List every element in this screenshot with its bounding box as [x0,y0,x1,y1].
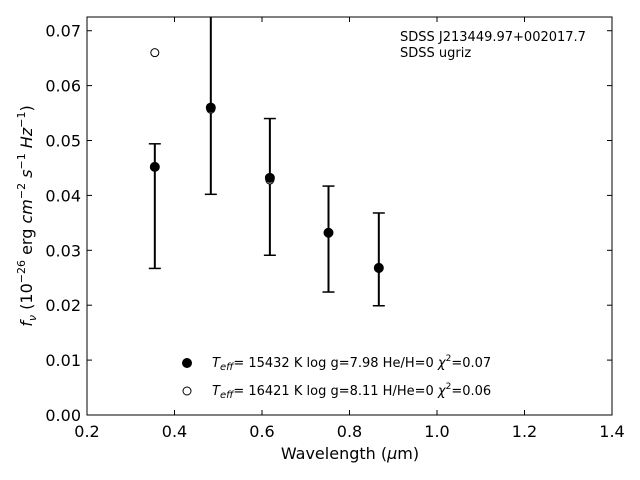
open-circle-point [150,48,160,58]
annotation: SDSS J213449.97+002017.7 SDSS ugriz [400,30,586,61]
x-tick-label: 0.6 [249,422,274,441]
y-tick-label: 0.03 [45,241,81,260]
filled-circle-point [323,227,334,238]
y-axis-label: fν (10−26 erg cm−2 s−1 Hz−1) [15,105,39,326]
y-tick-label: 0.02 [45,296,81,315]
y-tick-label: 0.04 [45,186,81,205]
filled-circle-point [264,172,275,183]
legend-marker-filled [182,358,192,368]
legend-entry-1: Teff= 16421 K log g=8.11 H/He=0 χ2=0.06 [212,382,491,401]
y-tick-label: 0.00 [45,406,81,425]
legend-entry-0: Teff= 15432 K log g=7.98 He/H=0 χ2=0.07 [212,354,491,373]
filled-circle-point [149,161,160,172]
error-bars [148,17,385,307]
filled-circle-point [205,102,216,113]
x-tick-label: 0.4 [162,422,187,441]
data-markers [149,48,384,273]
filled-circle-point [373,262,384,273]
x-tick-label: 1.0 [424,422,449,441]
x-tick-label: 0.8 [337,422,362,441]
axis-ticks: 0.2 0.4 0.6 0.8 1.0 1.2 1.4 0.00 0.01 0.02 0.03 0.0… [45,17,625,441]
annotation-object: SDSS J213449.97+002017.7 [400,30,586,45]
y-tick-label: 0.01 [45,351,81,370]
legend-marker-open [182,386,192,396]
y-tick-label: 0.05 [45,132,81,151]
y-tick-label: 0.06 [45,77,81,96]
legend: Teff= 15432 K log g=7.98 He/H=0 χ2=0.07 … [182,354,491,401]
y-tick-label: 0.07 [45,22,81,41]
x-axis-label: Wavelength (μm) [281,444,419,463]
x-tick-label: 1.2 [512,422,537,441]
x-tick-label: 0.2 [74,422,99,441]
x-tick-label: 1.4 [599,422,624,441]
annotation-survey: SDSS ugriz [400,46,471,61]
